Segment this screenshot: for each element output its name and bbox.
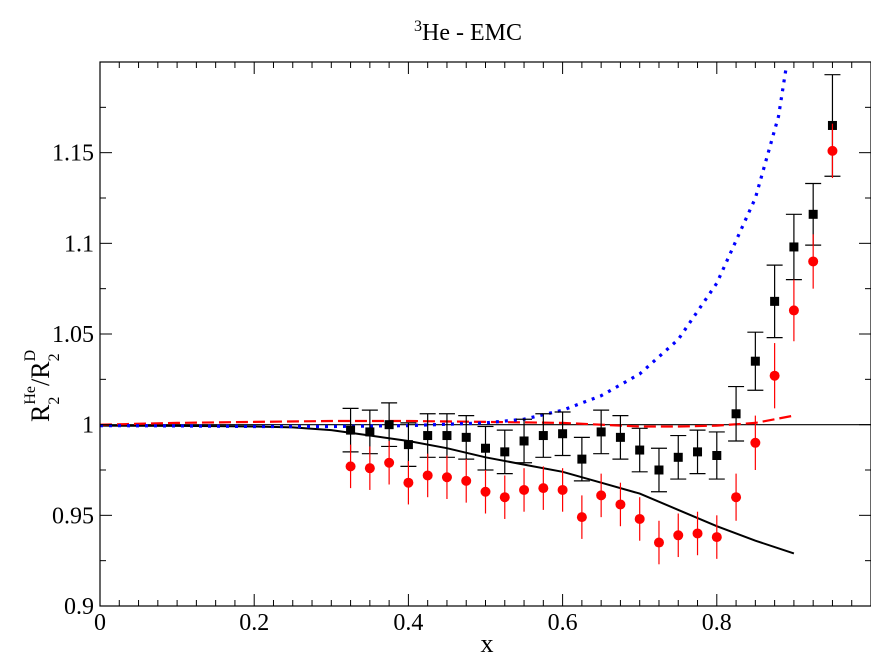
chart-title-superscript: 3	[414, 18, 422, 35]
circle-data-point	[615, 499, 626, 510]
square-data-point	[596, 427, 606, 437]
chart-title-main: He - EMC	[422, 20, 522, 46]
chart-title: 3He - EMC	[414, 18, 522, 46]
square-data-point	[635, 445, 645, 455]
square-data-point	[403, 440, 413, 450]
circle-data-point	[596, 490, 607, 501]
circle-data-point	[403, 477, 414, 488]
square-data-point	[558, 429, 568, 439]
y-title-base-1: R	[26, 404, 55, 422]
x-tick-label: 0.2	[239, 610, 269, 636]
circle-data-point	[827, 145, 838, 156]
circle-data-point	[788, 305, 799, 316]
x-tick-label: 0.6	[548, 610, 578, 636]
square-data-point	[346, 425, 356, 435]
circle-data-point	[345, 461, 356, 472]
square-data-point	[423, 431, 433, 441]
square-data-point	[461, 432, 471, 442]
y-title-base-2: R	[26, 361, 55, 379]
square-data-point	[538, 431, 548, 441]
y-title-sup-2: D	[22, 350, 39, 362]
y-title-sub-1: 2	[46, 397, 63, 405]
square-data-point	[615, 432, 625, 442]
plot-area	[100, 67, 871, 565]
circle-data-point	[364, 463, 375, 474]
circle-data-point	[480, 486, 491, 497]
x-tick-label: 0.8	[702, 610, 732, 636]
y-title-sup-1: He	[22, 386, 39, 405]
y-tick-label: 1.05	[52, 322, 94, 348]
dotted-curve	[100, 67, 788, 429]
square-data-point	[577, 454, 587, 464]
x-tick-label: 0	[94, 610, 106, 636]
y-axis-title: R2He/R2D	[22, 350, 63, 422]
y-title-sub-2: 2	[46, 353, 63, 361]
square-data-point	[384, 420, 394, 430]
square-data-point	[654, 465, 664, 475]
y-tick-label: 1	[82, 413, 94, 439]
circle-data-point	[769, 370, 780, 381]
y-title-slash: /	[26, 378, 55, 386]
y-tick-label: 1.15	[52, 141, 94, 167]
square-data-point	[731, 409, 741, 419]
circle-data-point	[538, 483, 549, 494]
square-data-point	[750, 356, 760, 366]
square-data-point	[673, 452, 683, 462]
square-data-point	[693, 447, 703, 457]
square-data-point	[500, 447, 510, 457]
square-data-point	[442, 431, 452, 441]
y-tick-label: 1.1	[64, 231, 94, 257]
square-data-point	[365, 427, 375, 437]
square-data-point	[770, 296, 780, 306]
circle-data-point	[384, 457, 395, 468]
x-axis-title: x	[481, 629, 494, 656]
square-data-point	[481, 443, 490, 453]
circle-data-point	[673, 530, 684, 541]
square-data-point	[519, 436, 529, 446]
circle-data-point	[634, 513, 645, 524]
circle-data-point	[692, 528, 703, 539]
square-data-point	[808, 209, 818, 219]
circle-data-point	[731, 492, 742, 503]
circle-data-point	[557, 484, 568, 495]
circle-data-point	[576, 512, 587, 523]
axis-ticks: 0 0.2 0.4 0.6 0.8 0.9 0.95 1 1.05 1.1 1.15	[52, 61, 871, 636]
y-tick-label: 0.95	[52, 503, 94, 529]
circle-data-point	[653, 537, 664, 548]
square-data-point	[789, 242, 799, 252]
circle-data-point	[422, 470, 433, 481]
circle-data-point	[499, 492, 510, 503]
square-data-point	[712, 450, 722, 460]
circle-data-point	[808, 256, 819, 267]
circle-data-point	[441, 472, 452, 483]
circle-data-point	[519, 484, 530, 495]
circle-data-point	[461, 475, 472, 486]
x-tick-label: 0.4	[393, 610, 423, 636]
y-tick-label: 0.9	[64, 594, 94, 620]
dashed-curve	[100, 414, 795, 428]
circle-data-point	[750, 437, 761, 448]
circle-data-point	[711, 532, 722, 543]
